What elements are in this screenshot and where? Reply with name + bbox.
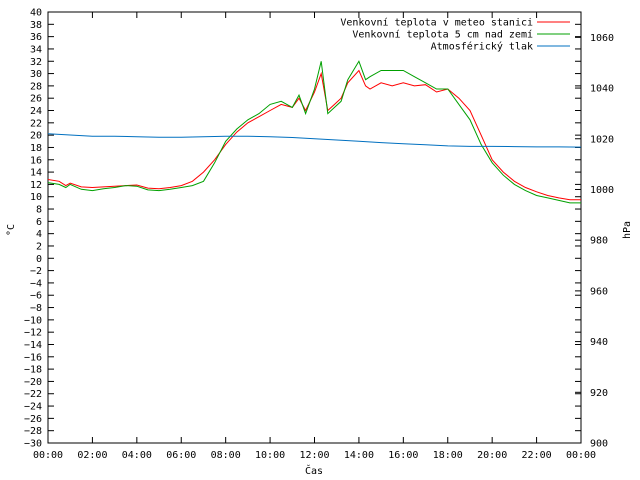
y2-axis-label: hPa [622,221,633,239]
legend: Venkovní teplota v meteo staniciVenkovní… [340,17,570,53]
y-tick-label: −4 [30,278,42,289]
y-tick-label: 4 [36,229,42,240]
y-tick-label: −30 [24,439,42,450]
x-tick-label: 10:00 [255,450,285,461]
y-tick-label: 34 [30,44,42,55]
y2-tick-label: 940 [590,337,608,348]
y-tick-label: 32 [30,57,42,68]
x-tick-label: 14:00 [344,450,374,461]
y2-tick-label: 980 [590,236,608,247]
y-tick-label: 0 [36,254,42,265]
legend-label-3: Atmosférický tlak [431,41,533,53]
legend-label-1: Venkovní teplota v meteo stanici [340,17,533,29]
y-tick-label: 8 [36,205,42,216]
x-tick-label: 00:00 [33,450,63,461]
x-tick-label: 12:00 [299,450,329,461]
y-tick-label: 18 [30,143,42,154]
plot-frame [47,11,582,444]
y-tick-label: −6 [30,291,42,302]
y-tick-label: −28 [24,426,42,437]
y-tick-label: 36 [30,32,42,43]
y-tick-label: 38 [30,20,42,31]
y-tick-label: −8 [30,303,42,314]
y-tick-label: 24 [30,106,42,117]
y-tick-label: 22 [30,118,42,129]
y-tick-label: −18 [24,365,42,376]
series-lines [47,60,582,204]
x-tick-label: 20:00 [477,450,507,461]
y2-tick-label: 1020 [590,134,614,145]
series-line-2 [47,60,581,204]
y2-tick-label: 900 [590,439,608,450]
y-tick-label: −24 [24,402,42,413]
y-tick-label: 14 [30,168,42,179]
y-tick-label: −14 [24,340,42,351]
series-line-3 [47,133,582,148]
y-tick-label: 16 [30,155,42,166]
series-line-1 [47,69,581,201]
x-axis: 00:00 02:00 04:00 06:00 08:00 10:00 12:00 14:00… [33,12,596,461]
y-tick-label: 2 [36,241,42,252]
y2-tick-label: 960 [590,286,608,297]
y2-tick-label: 1000 [590,185,614,196]
x-tick-label: 06:00 [166,450,196,461]
y-tick-label: 40 [30,8,42,19]
y2-tick-label: 920 [590,388,608,399]
y-tick-label: 30 [30,69,42,80]
y-tick-label: −2 [30,266,42,277]
x-axis-label: Čas [305,464,323,477]
y-tick-label: −20 [24,377,42,388]
y-tick-label: 20 [30,131,42,142]
y-tick-label: −10 [24,315,42,326]
y2-tick-label: 1040 [590,84,614,95]
x-tick-label: 18:00 [433,450,463,461]
y-tick-label: −22 [24,389,42,400]
left-axis: 4038363432302826242220181614121086420−2−… [24,8,581,450]
x-tick-label: 08:00 [211,450,241,461]
y-tick-label: −12 [24,328,42,339]
y-tick-label: 28 [30,81,42,92]
y-tick-label: −16 [24,352,42,363]
x-tick-label: 22:00 [522,450,552,461]
x-tick-label: 02:00 [77,450,107,461]
y-tick-label: 12 [30,180,42,191]
y-tick-label: −26 [24,414,42,425]
y-tick-label: 6 [36,217,42,228]
x-tick-label: 16:00 [388,450,418,461]
x-tick-label: 04:00 [122,450,152,461]
y-tick-label: 10 [30,192,42,203]
y-tick-label: 26 [30,94,42,105]
right-axis: 1060 1040 1020 1000 980 960 940 920 900 [575,33,614,450]
x-tick-label: 00:00 [566,450,596,461]
legend-label-2: Venkovní teplota 5 cm nad zemí [352,29,533,41]
y2-tick-label: 1060 [590,33,614,44]
y-axis-label: °C [6,224,17,236]
